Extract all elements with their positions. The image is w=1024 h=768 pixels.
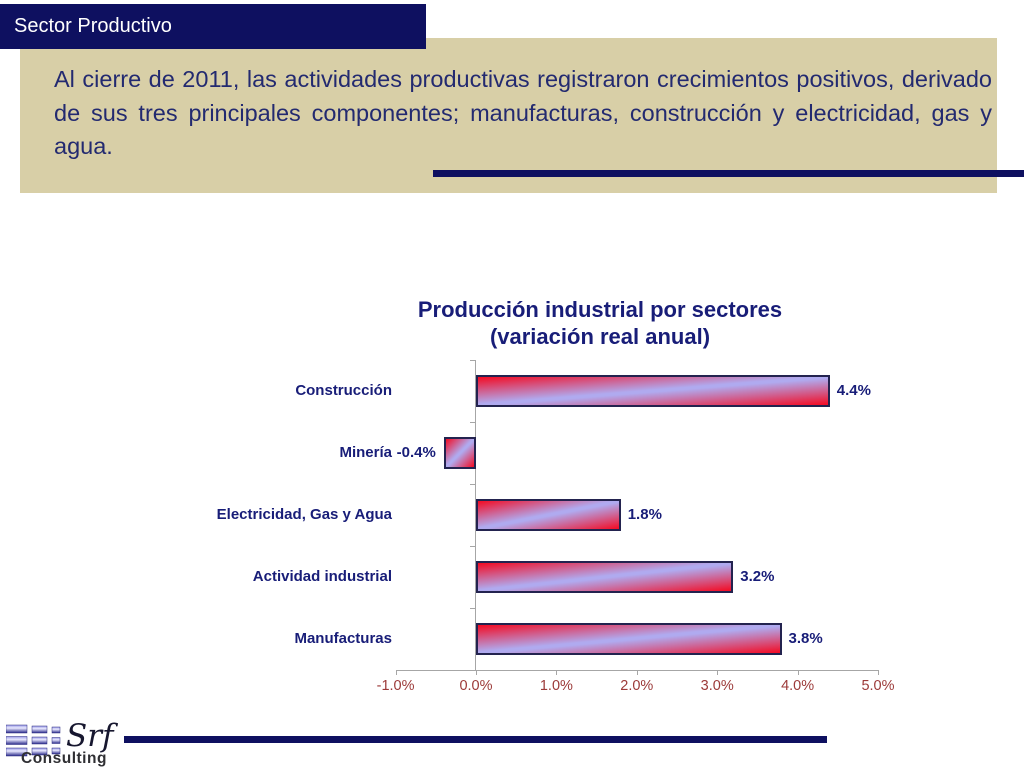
header-accent-line [433,170,1024,177]
y-axis-tick [470,360,476,361]
x-axis-tick [636,670,638,675]
x-axis-tick [395,670,397,675]
x-axis-tick [878,670,879,675]
x-axis-tick-label: 3.0% [700,678,734,694]
category-label: Actividad industrial [252,568,392,585]
logo-subtext: Consulting [21,750,107,767]
x-axis-tick-label: 2.0% [620,678,654,694]
y-axis-tick [470,422,476,423]
bar [476,375,830,407]
y-axis-tick [470,546,476,547]
bar [476,623,782,655]
footer-accent-line [124,736,827,743]
x-axis-tick [797,670,799,675]
x-axis-tick-label: -1.0% [376,678,415,694]
slide-header-title: Sector Productivo [14,15,172,37]
x-axis-tick-label: 5.0% [861,678,895,694]
category-label: Construcción [295,382,392,399]
bar [443,437,476,469]
chart-subtitle: (variación real anual) [489,324,711,349]
slide-header: Sector Productivo [0,4,426,49]
srf-logo-icon [6,724,61,757]
chart-title: Producción industrial por sectores [417,297,783,322]
value-label: 3.8% [788,630,823,647]
category-label: Manufacturas [294,630,392,647]
y-axis-tick [470,484,476,485]
x-axis-tick-label: 0.0% [459,678,493,694]
category-label: Electricidad, Gas y Agua [216,506,392,523]
bar [476,561,734,593]
value-label: 1.8% [627,506,662,523]
value-label: 4.4% [836,382,871,399]
y-axis-line [475,360,476,670]
value-label: -0.4% [396,444,436,461]
category-label: Minería [339,444,392,461]
y-axis-tick [470,670,476,671]
x-axis-tick-label: 1.0% [539,678,573,694]
x-axis-tick-label: 4.0% [781,678,815,694]
logo-text: Srf [66,718,114,754]
intro-text: Al cierre de 2011, las actividades produ… [54,66,992,159]
x-axis-tick [717,670,719,675]
x-axis-line [395,670,878,671]
x-axis-tick [556,670,558,675]
y-axis-tick [470,608,476,609]
chart-title-block: Producción industrial por sectores (vari… [312,296,888,350]
intro-panel [20,38,997,193]
value-label: 3.2% [740,568,775,585]
x-axis-tick [476,670,477,675]
bar [476,499,621,531]
